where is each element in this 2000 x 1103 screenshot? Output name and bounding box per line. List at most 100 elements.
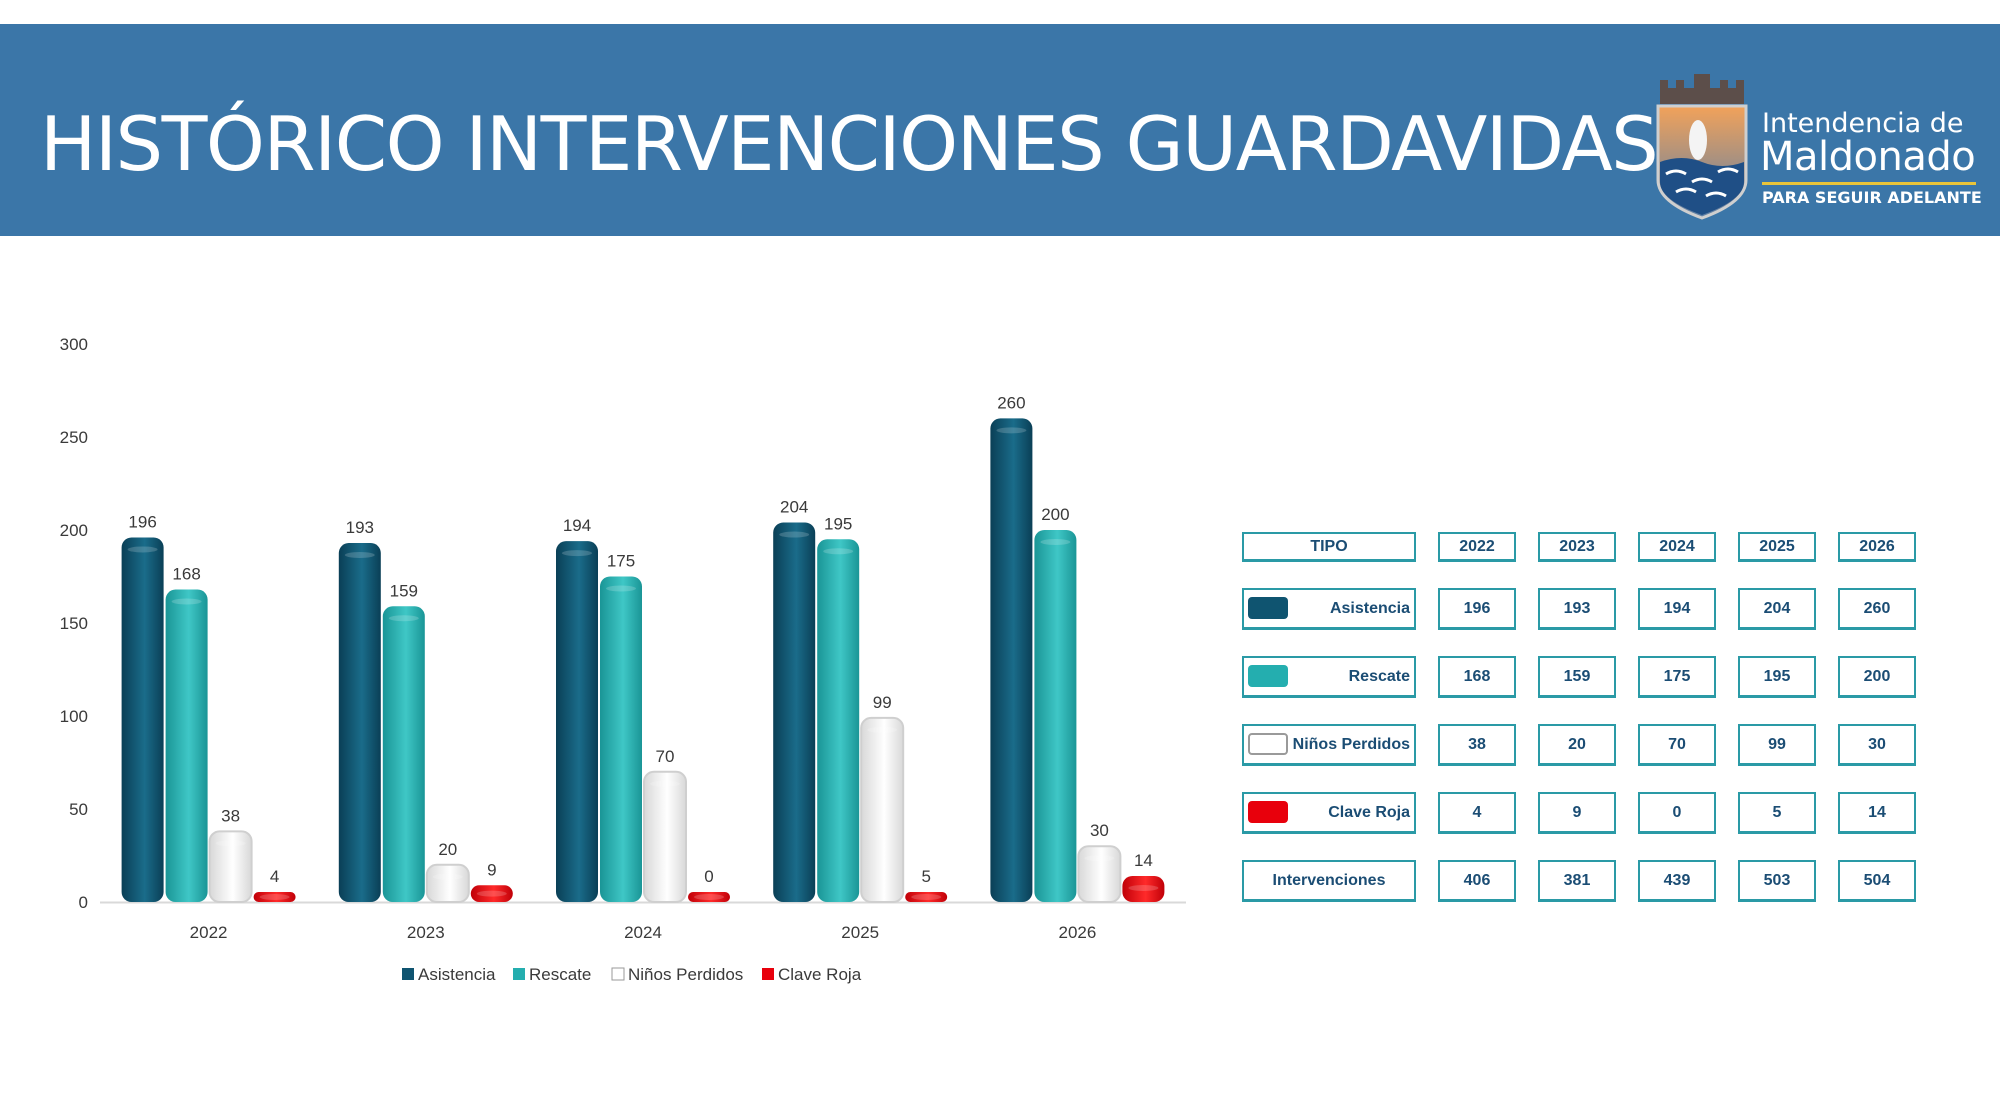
bar-highlight bbox=[215, 840, 246, 847]
bar-clave-roja-2025 bbox=[905, 892, 948, 902]
bar-highlight bbox=[694, 894, 724, 900]
bar-chart: 0501001502002503001961683842022193159209… bbox=[60, 335, 1186, 984]
bar-highlight bbox=[388, 615, 419, 622]
x-tick-label: 2022 bbox=[190, 923, 228, 942]
legend-swatch-ninos-perdidos bbox=[611, 967, 625, 981]
table-cell: 20 bbox=[1538, 724, 1616, 766]
x-tick-label: 2024 bbox=[624, 923, 662, 942]
bar-rescate-2023 bbox=[382, 606, 425, 902]
bar-highlight bbox=[606, 585, 636, 592]
table-cell: 200 bbox=[1838, 656, 1916, 698]
bar-clave-roja-2026 bbox=[1122, 875, 1165, 902]
table-cell: 159 bbox=[1538, 656, 1616, 698]
bar-highlight bbox=[259, 894, 290, 900]
table-swatch-ninos-perdidos bbox=[1248, 733, 1288, 755]
table-swatch-rescate bbox=[1248, 665, 1288, 687]
table-swatch-clave-roja bbox=[1248, 801, 1288, 823]
table-row-label-asistencia: Asistencia bbox=[1242, 588, 1416, 630]
bar-ninos-perdidos-2022 bbox=[208, 830, 253, 904]
bar-highlight bbox=[171, 598, 202, 605]
table-row-label-intervenciones: Intervenciones bbox=[1242, 860, 1416, 902]
table-cell: 196 bbox=[1438, 588, 1516, 630]
bar-highlight bbox=[1128, 884, 1159, 891]
bar-highlight bbox=[476, 890, 507, 897]
table-cell: 70 bbox=[1638, 724, 1716, 766]
bar-highlight bbox=[650, 780, 680, 787]
logo-rule bbox=[1762, 182, 1976, 185]
bar-asistencia-2026 bbox=[990, 418, 1033, 902]
x-tick-label: 2025 bbox=[841, 923, 879, 942]
bar-highlight bbox=[1040, 539, 1071, 545]
bar-highlight bbox=[996, 427, 1027, 434]
legend-label-rescate: Rescate bbox=[529, 965, 591, 984]
bar-clave-roja-2024 bbox=[688, 892, 730, 902]
data-label-asistencia-2025: 204 bbox=[780, 498, 808, 517]
bar-ninos-perdidos-2023 bbox=[425, 863, 470, 903]
legend-label-clave-roja: Clave Roja bbox=[778, 965, 862, 984]
header-banner: HISTÓRICO INTERVENCIONES GUARDAVIDAS Int… bbox=[0, 24, 2000, 236]
y-tick-label: 150 bbox=[60, 614, 88, 633]
y-tick-label: 0 bbox=[79, 893, 88, 912]
data-label-asistencia-2023: 193 bbox=[346, 518, 374, 537]
bar-rescate-2026 bbox=[1034, 530, 1077, 902]
bar-clave-roja-2023 bbox=[470, 885, 513, 902]
data-label-asistencia-2026: 260 bbox=[997, 393, 1025, 412]
table-cell: 260 bbox=[1838, 588, 1916, 630]
data-label-ninos-perdidos-2024: 70 bbox=[656, 747, 675, 766]
y-tick-label: 200 bbox=[60, 521, 88, 540]
bar-ninos-perdidos-2026 bbox=[1077, 845, 1122, 904]
page-title: HISTÓRICO INTERVENCIONES GUARDAVIDAS bbox=[40, 100, 1659, 188]
bar-asistencia-2024 bbox=[556, 541, 598, 902]
table-row-label-text: Niños Perdidos bbox=[1292, 735, 1410, 753]
logo-line-intendencia: Intendencia de bbox=[1762, 108, 1964, 139]
table-cell: 175 bbox=[1638, 656, 1716, 698]
bar-highlight bbox=[911, 894, 942, 900]
table-row-label-text: Rescate bbox=[1348, 667, 1410, 685]
data-label-rescate-2023: 159 bbox=[390, 581, 418, 600]
data-label-ninos-perdidos-2025: 99 bbox=[873, 693, 892, 712]
bar-ninos-perdidos-2025 bbox=[860, 716, 905, 903]
table-cell: 503 bbox=[1738, 860, 1816, 902]
table-cell: 0 bbox=[1638, 792, 1716, 834]
legend-swatch-rescate bbox=[513, 968, 525, 980]
table-header-cell: 2025 bbox=[1738, 532, 1816, 562]
data-label-clave-roja-2022: 4 bbox=[270, 867, 279, 886]
bar-rescate-2025 bbox=[817, 539, 860, 902]
bar-highlight bbox=[1084, 855, 1115, 862]
logo: Intendencia de Maldonado PARA SEGUIR ADE… bbox=[1652, 70, 1988, 230]
data-label-ninos-perdidos-2022: 38 bbox=[221, 806, 240, 825]
table-row-label-text: Asistencia bbox=[1329, 599, 1410, 617]
data-label-clave-roja-2023: 9 bbox=[487, 860, 496, 879]
bar-highlight bbox=[344, 552, 375, 559]
bar-asistencia-2025 bbox=[773, 522, 816, 902]
data-label-clave-roja-2025: 5 bbox=[921, 867, 930, 886]
y-tick-label: 50 bbox=[69, 800, 88, 819]
bar-rescate-2024 bbox=[600, 576, 642, 902]
data-label-rescate-2026: 200 bbox=[1041, 505, 1069, 524]
table-cell: 30 bbox=[1838, 724, 1916, 766]
bar-ninos-perdidos-2024 bbox=[643, 770, 687, 903]
legend-label-ninos-perdidos: Niños Perdidos bbox=[628, 965, 743, 984]
logo-line-maldonado: Maldonado bbox=[1760, 134, 1976, 180]
table-cell: 195 bbox=[1738, 656, 1816, 698]
table-row-label-clave-roja: Clave Roja bbox=[1242, 792, 1416, 834]
legend-swatch-clave-roja bbox=[762, 968, 774, 980]
table-cell: 504 bbox=[1838, 860, 1916, 902]
table-cell: 204 bbox=[1738, 588, 1816, 630]
bar-highlight bbox=[867, 726, 898, 733]
data-label-ninos-perdidos-2023: 20 bbox=[438, 840, 457, 859]
table-header-cell: 2026 bbox=[1838, 532, 1916, 562]
logo-slogan: PARA SEGUIR ADELANTE bbox=[1762, 188, 1982, 207]
x-tick-label: 2026 bbox=[1058, 923, 1096, 942]
table-swatch-asistencia bbox=[1248, 597, 1288, 619]
coat-of-arms-icon bbox=[1656, 74, 1748, 220]
table-cell: 4 bbox=[1438, 792, 1516, 834]
table-cell: 38 bbox=[1438, 724, 1516, 766]
data-label-rescate-2022: 168 bbox=[172, 565, 200, 584]
data-label-rescate-2025: 195 bbox=[824, 514, 852, 533]
table-cell: 9 bbox=[1538, 792, 1616, 834]
y-tick-label: 100 bbox=[60, 707, 88, 726]
table-header-cell: 2024 bbox=[1638, 532, 1716, 562]
data-label-clave-roja-2024: 0 bbox=[704, 867, 713, 886]
table-row-label-text: Intervenciones bbox=[1272, 871, 1386, 889]
